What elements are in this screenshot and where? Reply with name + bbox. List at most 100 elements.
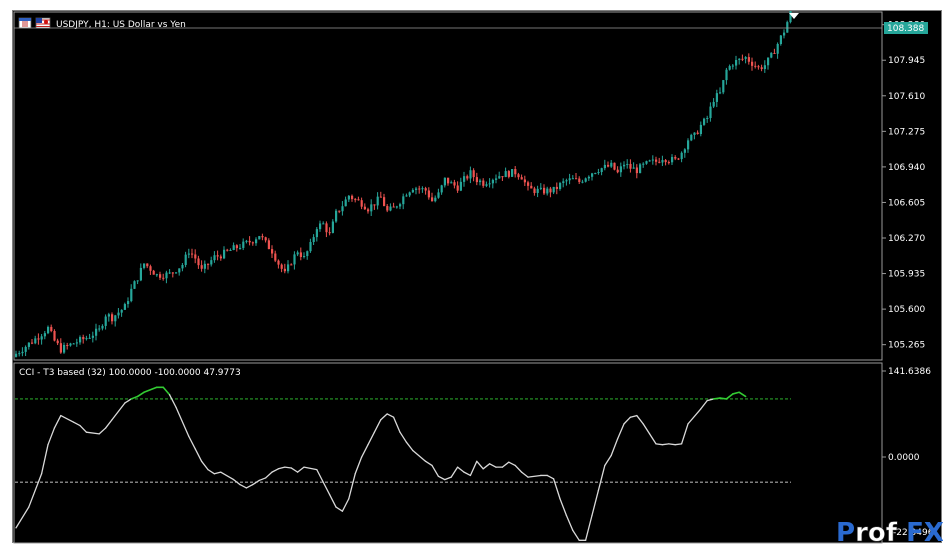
cci-segment — [264, 471, 273, 479]
candle-body — [50, 326, 53, 331]
candle-body — [779, 35, 782, 45]
candle — [632, 162, 635, 169]
price-axis[interactable]: 108.280107.945107.610107.275106.940106.6… — [882, 21, 925, 351]
cci-segment — [546, 474, 555, 480]
candle — [383, 193, 386, 207]
candle-body — [229, 250, 232, 252]
cci-segment — [456, 466, 465, 473]
cci-segment — [610, 438, 619, 457]
candle — [715, 89, 718, 108]
candle — [735, 55, 738, 70]
candle-body — [232, 245, 235, 251]
candle — [456, 181, 459, 193]
candle — [351, 194, 354, 202]
cci-segment — [341, 498, 350, 512]
candle-body — [667, 162, 670, 164]
candle-body — [389, 206, 392, 211]
candle-body — [463, 176, 466, 182]
candle — [159, 271, 162, 280]
candle-body — [370, 204, 373, 212]
candle — [267, 238, 270, 250]
candle — [440, 184, 443, 195]
candle-body — [431, 197, 434, 202]
cci-segment — [482, 463, 491, 470]
candle-body — [386, 205, 389, 211]
candle — [216, 250, 219, 261]
candle-body — [475, 177, 478, 183]
candle-body — [514, 169, 517, 175]
candle-body — [523, 179, 526, 183]
cci-segment — [514, 464, 523, 473]
candle — [367, 207, 370, 214]
candle — [258, 235, 261, 240]
candle-body — [85, 338, 88, 340]
candle-body — [770, 52, 773, 58]
candle-body — [491, 179, 494, 184]
cci-segment — [559, 498, 568, 517]
candle — [111, 312, 114, 325]
candle — [661, 155, 664, 167]
candle-body — [98, 328, 101, 330]
candle — [175, 272, 178, 274]
candle-body — [715, 93, 718, 102]
chart-window[interactable]: USDJPY, H1: US Dollar vs Yen CCI - T3 ba… — [12, 10, 943, 544]
indicator-pane[interactable] — [13, 362, 883, 544]
candle-body — [207, 263, 210, 265]
candle — [389, 203, 392, 212]
candle — [600, 167, 603, 176]
shift-marker-icon[interactable] — [789, 13, 799, 19]
candle — [107, 312, 110, 322]
candle-body — [194, 254, 197, 259]
candle-body — [277, 260, 280, 265]
cci-segment — [527, 474, 542, 478]
candle — [63, 342, 66, 354]
candle — [773, 48, 776, 54]
cci-segment — [220, 471, 235, 481]
candle — [376, 192, 379, 210]
candle-body — [690, 134, 693, 141]
candle-body — [242, 241, 245, 248]
candle-body — [520, 177, 523, 180]
candle-body — [120, 309, 123, 313]
cci-segment — [616, 423, 625, 440]
candle-body — [651, 159, 654, 161]
cci-segment — [296, 466, 305, 473]
candle — [523, 175, 526, 187]
candle — [47, 325, 50, 335]
candle-body — [197, 258, 200, 266]
cci-segment — [706, 398, 715, 402]
candle — [338, 210, 341, 214]
candle-body — [767, 57, 770, 66]
candle-body — [658, 161, 661, 163]
candle-body — [127, 301, 130, 305]
indicator-axis[interactable]: 141.6386 0.0000 -22.3496 — [882, 367, 934, 538]
cci-segment — [565, 514, 574, 532]
candle-body — [555, 186, 558, 189]
candle-body — [642, 163, 645, 165]
candle-body — [271, 249, 274, 254]
chart-canvas[interactable]: USDJPY, H1: US Dollar vs Yen CCI - T3 ba… — [13, 11, 943, 544]
candle-body — [40, 336, 43, 340]
candle-body — [248, 240, 251, 243]
candle — [469, 166, 472, 184]
candle — [443, 177, 446, 188]
candle-body — [539, 187, 542, 189]
cci-segment — [245, 483, 254, 489]
candle-body — [402, 196, 405, 205]
candle-body — [776, 44, 779, 54]
cci-segment — [444, 476, 452, 481]
cci-segment — [258, 477, 267, 482]
candle-body — [178, 268, 181, 273]
candle — [293, 251, 296, 270]
candle-body — [149, 266, 152, 271]
candle-body — [731, 65, 734, 67]
price-pane[interactable] — [13, 11, 883, 361]
candle-body — [562, 181, 565, 184]
candle — [738, 58, 741, 65]
candle-body — [469, 170, 472, 179]
candle-body — [664, 160, 667, 163]
cci-segment — [700, 399, 708, 410]
candle-body — [53, 330, 56, 341]
candle — [79, 335, 82, 345]
candle — [306, 250, 309, 260]
